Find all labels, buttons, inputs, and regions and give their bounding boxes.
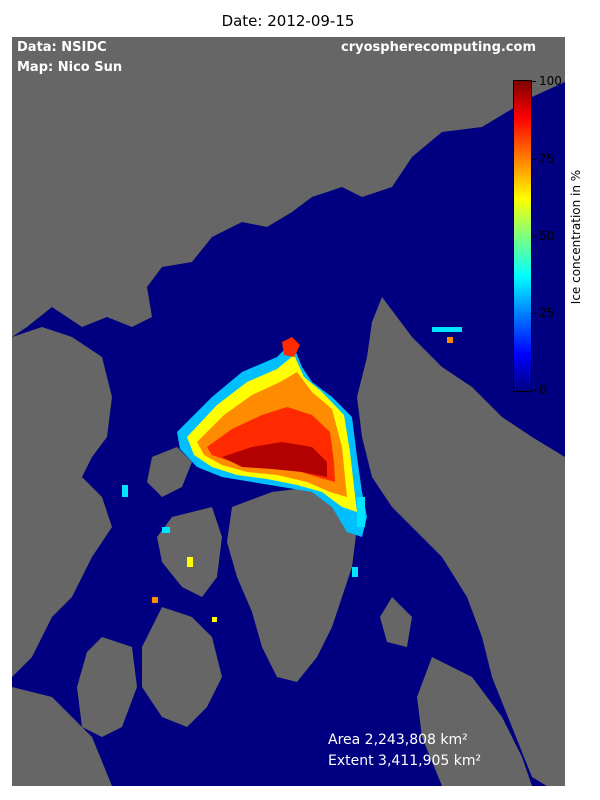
area-stat: Area 2,243,808 km² xyxy=(328,732,468,748)
colorbar-tick-label: 25 xyxy=(539,306,555,320)
sea-ice-map: Data: NSIDC Map: Nico Sun cryospherecomp… xyxy=(12,37,565,786)
extent-stat: Extent 3,411,905 km² xyxy=(328,753,482,769)
colorbar xyxy=(513,80,532,392)
credit-site: cryospherecomputing.com xyxy=(341,40,536,55)
colorbar-tick xyxy=(532,159,536,160)
colorbar-tick-label: 75 xyxy=(539,152,555,166)
colorbar-tick xyxy=(532,390,536,391)
colorbar-tick xyxy=(532,81,536,82)
credit-map: Map: Nico Sun xyxy=(17,60,123,75)
colorbar-tick xyxy=(532,236,536,237)
coastal-ice xyxy=(122,327,462,622)
colorbar-tick-label: 100 xyxy=(539,74,562,88)
credit-data: Data: NSIDC xyxy=(17,40,107,55)
sea-ice xyxy=(177,337,367,537)
colorbar-tick-label: 50 xyxy=(539,229,555,243)
colorbar-tick xyxy=(532,313,536,314)
map-canvas xyxy=(12,37,565,786)
colorbar-tick-label: 0 xyxy=(539,383,547,397)
land xyxy=(12,37,565,786)
map-title: Date: 2012-09-15 xyxy=(221,12,355,30)
colorbar-title: Ice concentration in % xyxy=(569,169,583,305)
